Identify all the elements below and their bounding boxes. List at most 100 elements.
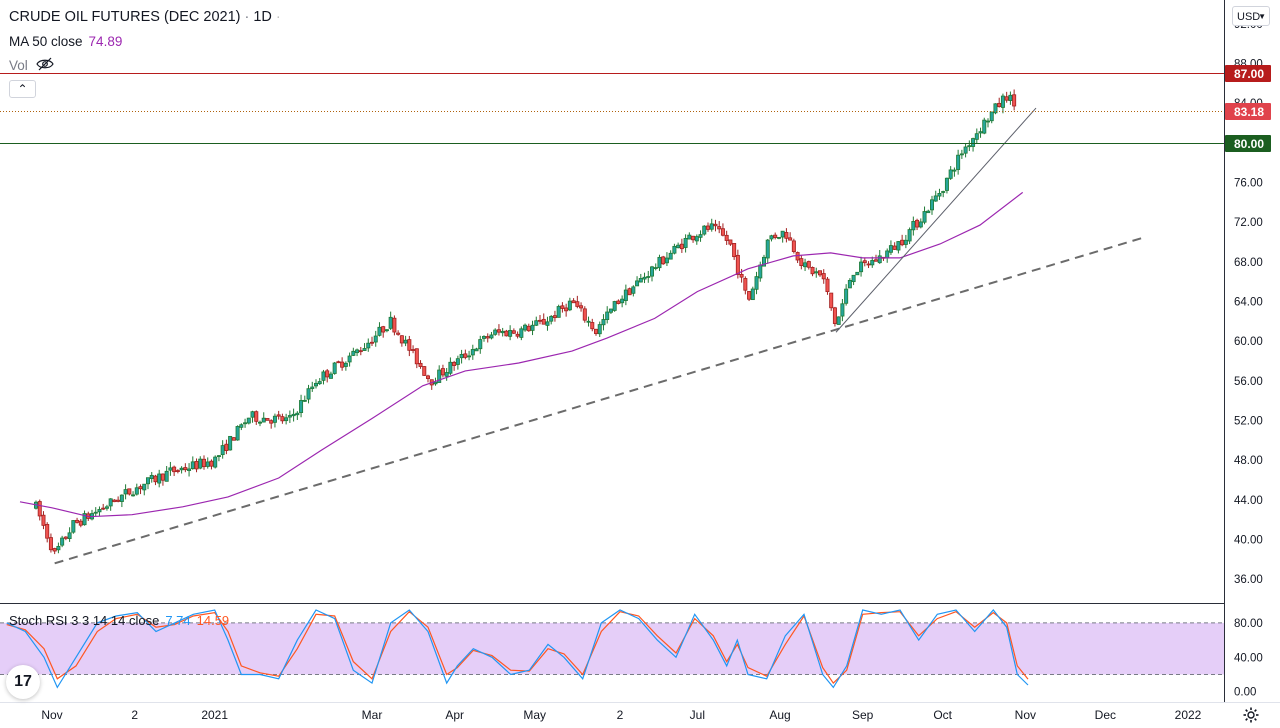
candle-body xyxy=(179,467,184,471)
candle-body xyxy=(747,291,752,300)
candle-body xyxy=(138,486,143,490)
time-axis-tick-label: Oct xyxy=(933,708,952,722)
candle-body xyxy=(959,153,964,156)
candle-body xyxy=(414,348,419,365)
candle-body xyxy=(157,473,162,484)
candle-body xyxy=(676,244,681,249)
candle-body xyxy=(687,234,692,240)
candle-body xyxy=(280,416,285,422)
time-axis-tick-label: Mar xyxy=(362,708,383,722)
candle-body xyxy=(541,318,546,325)
candle-body xyxy=(187,468,192,471)
price-tag-bg-80.00 xyxy=(1225,135,1271,152)
candle-body xyxy=(840,303,845,317)
candle-body xyxy=(903,239,908,245)
candle-body xyxy=(205,461,210,467)
candle-body xyxy=(228,435,233,451)
candle-body xyxy=(351,350,356,356)
time-axis-tick-label: May xyxy=(523,708,546,722)
currency-selector[interactable]: USD ▼ xyxy=(1232,6,1270,26)
candle-body xyxy=(220,445,225,456)
candle-body xyxy=(997,102,1002,108)
candle-body xyxy=(907,229,912,242)
eye-hidden-icon[interactable] xyxy=(36,57,54,71)
candle-body xyxy=(586,320,591,323)
candle-body xyxy=(500,330,505,334)
candle-body xyxy=(582,308,587,321)
candle-body xyxy=(631,286,636,294)
candle-body xyxy=(60,537,65,546)
stoch-axis-tick-label: 0.00 xyxy=(1234,687,1256,699)
candle-body xyxy=(564,307,569,312)
ma-value: 74.89 xyxy=(88,34,123,49)
candle-body xyxy=(336,361,341,364)
candle-body xyxy=(679,243,684,250)
candle-body xyxy=(706,225,711,230)
candle-body xyxy=(388,316,393,329)
settings-gear-icon[interactable] xyxy=(1242,706,1260,724)
candle-body xyxy=(552,315,557,319)
candle-body xyxy=(683,237,688,248)
candle-body xyxy=(358,350,363,353)
candle-body xyxy=(489,334,494,339)
stoch-label: Stoch RSI 3 3 14 14 close xyxy=(9,613,160,628)
candle-body xyxy=(806,261,811,268)
candle-body xyxy=(847,279,852,289)
candle-body xyxy=(508,330,513,337)
ma-legend: MA 50 close 74.89 xyxy=(9,34,122,49)
candle-body xyxy=(299,400,304,413)
candle-body xyxy=(642,276,647,280)
candle-body xyxy=(937,193,942,197)
candle-body xyxy=(209,460,214,467)
stoch-overbought-oversold-band xyxy=(0,622,1224,675)
candle-body xyxy=(399,335,404,344)
candle-body xyxy=(952,169,957,172)
time-axis-tick-label: Nov xyxy=(1015,708,1036,722)
candle-body xyxy=(310,386,315,389)
candle-body xyxy=(698,234,703,238)
candle-body xyxy=(455,358,460,365)
candle-body xyxy=(523,324,528,331)
candle-body xyxy=(892,245,897,250)
candle-body xyxy=(646,276,651,278)
candle-body xyxy=(650,266,655,277)
candle-body xyxy=(63,536,68,539)
candle-body xyxy=(422,366,427,376)
candle-body xyxy=(381,326,386,333)
candle-body xyxy=(362,348,367,351)
candle-body xyxy=(605,311,610,321)
candle-body xyxy=(515,333,520,337)
stoch-d-line xyxy=(6,610,1029,685)
candle-body xyxy=(104,506,109,509)
candle-body xyxy=(1000,95,1005,108)
candle-body xyxy=(175,470,180,472)
candle-body xyxy=(347,355,352,363)
candle-body xyxy=(250,411,255,418)
tradingview-logo[interactable]: 17 xyxy=(6,665,40,699)
currency-label: USD xyxy=(1237,11,1261,23)
candle-body xyxy=(780,230,785,238)
candle-body xyxy=(1004,96,1009,101)
candle-body xyxy=(851,274,856,283)
candle-body xyxy=(284,417,289,422)
stoch-d-value: 14.59 xyxy=(196,613,230,628)
candle-body xyxy=(526,325,531,332)
candle-body xyxy=(735,254,740,275)
candle-body xyxy=(366,342,371,349)
candle-body xyxy=(709,223,714,230)
candle-body xyxy=(340,361,345,368)
candle-body xyxy=(496,329,501,333)
candle-body xyxy=(739,273,744,278)
candle-body xyxy=(930,199,935,211)
candle-body xyxy=(612,301,617,311)
collapse-legend-button[interactable]: ⌃ xyxy=(9,80,36,98)
candle-body xyxy=(821,273,826,280)
candles-group xyxy=(34,89,1017,555)
price-axis-tick-label: 44.00 xyxy=(1234,495,1263,507)
candle-body xyxy=(900,239,905,246)
chart-title-legend: CRUDE OIL FUTURES (DEC 2021) · 1D · xyxy=(9,9,281,25)
price-tag-bg-87.00 xyxy=(1225,65,1271,82)
candle-body xyxy=(717,226,722,230)
candle-body xyxy=(859,261,864,273)
